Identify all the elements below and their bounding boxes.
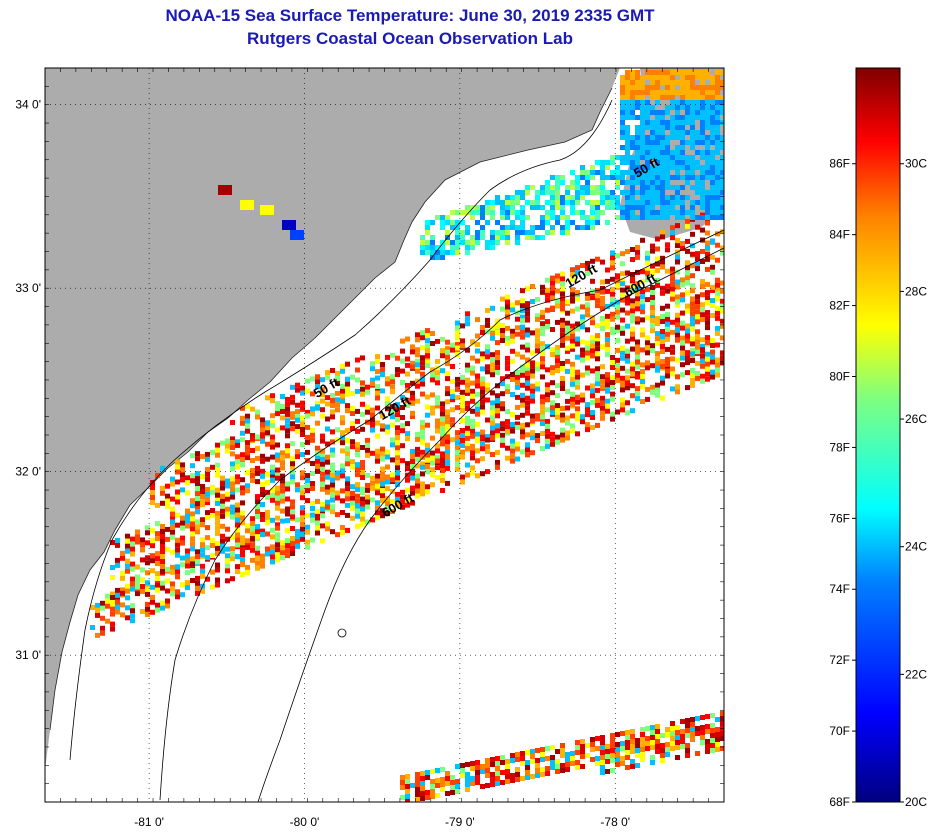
colorbar-c-label: 22C (905, 667, 927, 681)
colorbar-labels: 86F 84F 82F 80F 78F 76F 74F 72F 70F 68F 30C 28C 26C 2… (829, 157, 927, 809)
sst-swath-data (90, 70, 724, 802)
coastline (49, 87, 613, 731)
graticule (45, 68, 724, 802)
colorbar-f-label: 70F (829, 724, 850, 738)
land-mass (45, 68, 620, 802)
colorbar-c-label: 30C (905, 157, 927, 171)
colorbar-c-label: 26C (905, 412, 927, 426)
contour-50ft (69, 99, 613, 761)
colorbar-f-label: 82F (829, 299, 850, 313)
lat-tick-label: 31 0' (15, 648, 41, 662)
lat-tick-label: 33 0' (15, 281, 41, 295)
colorbar-gradient (855, 67, 901, 803)
colorbar-f-label: 72F (829, 653, 850, 667)
lon-tick-label: -80 0' (290, 815, 320, 829)
lon-tick-label: -79 0' (445, 815, 475, 829)
lat-tick-label: 32 0' (15, 465, 41, 479)
lon-tick-label: -78 0' (600, 815, 630, 829)
contour-600ft (257, 247, 724, 802)
colorbar-f-label: 78F (829, 440, 850, 454)
lon-tick-label: -81 0' (134, 815, 164, 829)
colorbar-f-label: 76F (829, 511, 850, 525)
colorbar-c-label: 28C (905, 284, 927, 298)
map-subtitle: Rutgers Coastal Ocean Observation Lab (247, 29, 573, 48)
map-title: NOAA-15 Sea Surface Temperature: June 30… (165, 6, 655, 25)
map-axis-ticks: 34 0' 33 0' 32 0' 31 0' -81 0' -80 0' -79 0' -7… (15, 67, 725, 829)
contour-120ft (159, 229, 724, 801)
colorbar-c-label: 20C (905, 795, 927, 809)
lat-tick-label: 34 0' (15, 98, 41, 112)
colorbar-f-label: 80F (829, 369, 850, 383)
seamount-contour (337, 628, 347, 638)
colorbar-f-label: 68F (829, 795, 850, 809)
colorbar-f-label: 84F (829, 228, 850, 242)
colorbar-f-label: 74F (829, 582, 850, 596)
colorbar-f-label: 86F (829, 157, 850, 171)
colorbar-c-label: 24C (905, 540, 927, 554)
